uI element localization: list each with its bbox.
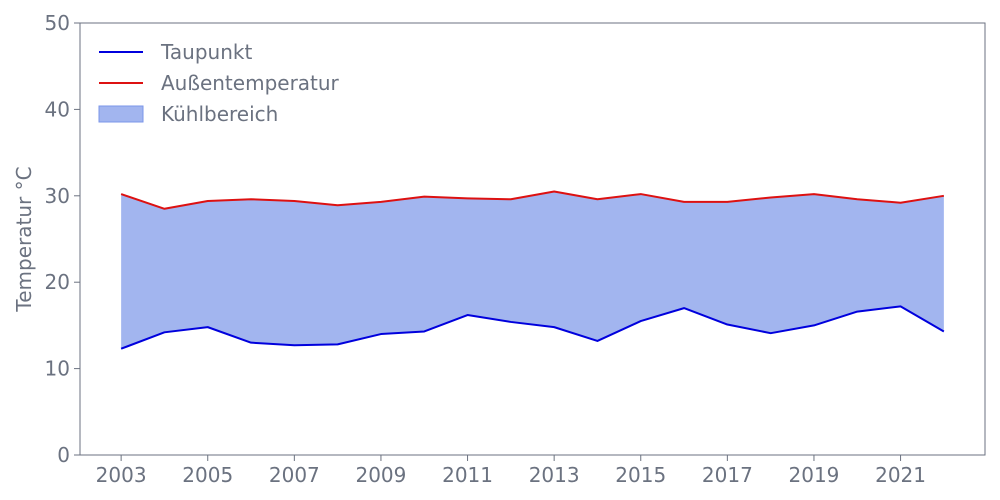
y-axis: 0 10 20 30 40 50 [45, 11, 80, 467]
x-tick-label: 2017 [702, 463, 753, 487]
series-line-taupunkt [120, 305, 945, 350]
y-tick-label: 40 [45, 97, 70, 121]
legend-label-taupunkt: Taupunkt [160, 40, 252, 64]
y-tick-label: 10 [45, 357, 70, 381]
x-tick-label: 2009 [355, 463, 406, 487]
y-tick-label: 0 [57, 443, 70, 467]
plot-frame [79, 22, 986, 456]
legend-label-kuehlbereich: Kühlbereich [161, 102, 278, 126]
legend: Taupunkt Außentemperatur Kühlbereich [98, 40, 340, 126]
x-tick-label: 2013 [529, 463, 580, 487]
fill-area-kuehlbereich [121, 191, 944, 349]
x-axis: 2003 2005 2007 2009 2011 2013 2015 2017 2019 2021 [96, 455, 926, 487]
y-tick-label: 50 [45, 11, 70, 35]
series-line-aussentemperatur [120, 190, 945, 210]
x-tick-label: 2005 [182, 463, 233, 487]
x-tick-label: 2015 [615, 463, 666, 487]
x-tick-label: 2011 [442, 463, 493, 487]
x-tick-label: 2007 [269, 463, 320, 487]
x-tick-label: 2003 [96, 463, 147, 487]
y-axis-title: Temperatur °C [12, 166, 36, 312]
x-tick-label: 2021 [875, 463, 926, 487]
legend-label-aussentemperatur: Außentemperatur [161, 71, 340, 95]
x-tick-label: 2019 [789, 463, 840, 487]
legend-swatch-kuehlbereich [98, 105, 144, 123]
y-tick-label: 30 [45, 184, 70, 208]
fill-layer [121, 191, 944, 349]
y-tick-label: 20 [45, 270, 70, 294]
series-layer [120, 190, 945, 350]
